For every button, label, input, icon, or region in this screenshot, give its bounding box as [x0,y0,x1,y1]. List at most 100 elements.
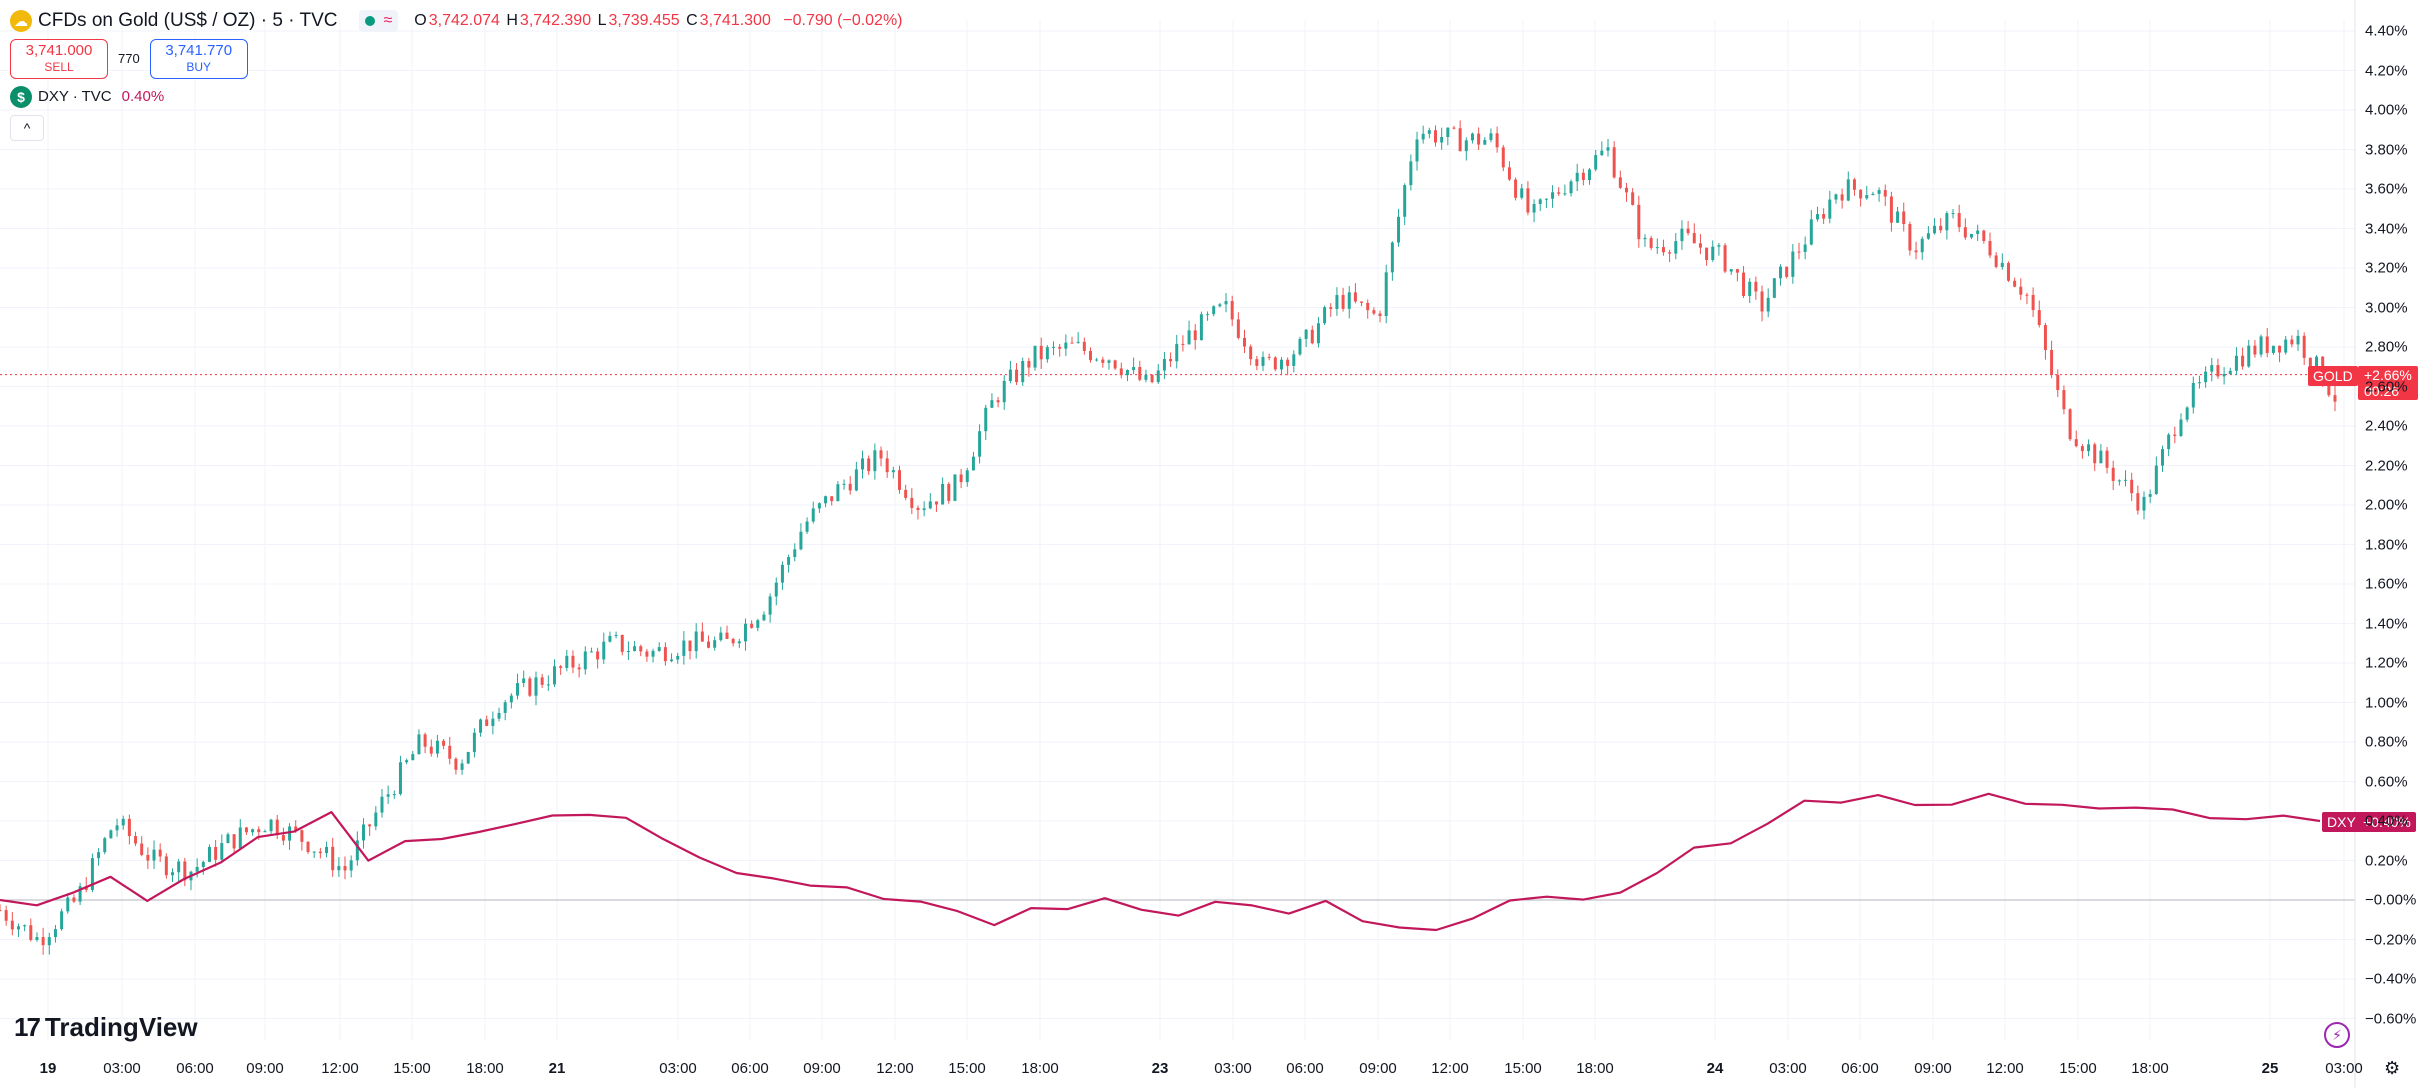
gold-candle [2315,356,2319,369]
gold-candle [1489,133,1493,140]
gold-candle [2006,262,2010,281]
gold-candle [78,886,82,902]
lightning-icon[interactable]: ⚡ [2324,1022,2350,1048]
close-value: 3,741.300 [699,12,771,29]
gold-candle [645,651,649,657]
gold-candle [1902,211,1906,225]
gold-candle [509,695,513,703]
buy-button[interactable]: 3,741.770 BUY [149,39,248,79]
gold-candle [1729,269,1733,272]
trade-panel: 3,741.000 SELL 770 3,741.770 BUY [10,39,905,79]
x-axis-label: 09:00 [1914,1060,1952,1077]
gold-candle [1797,251,1801,253]
gold-candle [491,718,495,726]
gold-candle [2142,496,2146,511]
gold-candle [1353,292,1357,302]
gold-candle [2013,280,2017,287]
x-axis-label: 12:00 [321,1060,359,1077]
gold-candle [349,860,353,871]
gold-candle [1772,278,1776,298]
gold-candle [2130,479,2134,494]
gold-candle [374,812,378,827]
gold-candle [1378,313,1382,317]
gold-candle [134,836,138,844]
gold-candle [1637,204,1641,240]
symbol-title[interactable]: CFDs on Gold (US$ / OZ) · 5 · TVC [38,10,338,31]
gold-candle [448,745,452,759]
market-status-group[interactable]: ≈ [359,10,399,32]
gold-candle [978,431,982,457]
gold-candle [1631,192,1635,205]
gold-candle [152,849,156,861]
gold-candle [793,549,797,558]
logo-text: TradingView [44,1012,198,1042]
gold-candle [719,632,723,641]
gold-candle [1446,127,1450,138]
gold-candle [1483,139,1487,145]
gold-candle [811,508,815,522]
gold-candle [1199,314,1203,341]
gold-candle [251,829,255,833]
sell-button[interactable]: 3,741.000 SELL [10,39,108,79]
gold-candle [164,856,168,876]
gold-candle [1193,330,1197,341]
gold-candle [1212,306,1216,315]
gold-candle [1926,233,1930,239]
gold-candle [331,846,335,871]
compare-symbol-row[interactable]: $ DXY · TVC 0.40% [10,85,905,109]
gold-candle [1064,342,1068,349]
gold-candle [1298,338,1302,355]
gold-candle [398,762,402,795]
gold-candle [2111,467,2115,481]
gold-candle [867,458,871,472]
y-axis-label: −0.40% [2365,970,2417,988]
gold-candle [300,830,304,842]
gold-candle [2000,262,2004,267]
gold-percent: +2.66% [2364,367,2412,383]
gold-candle [1415,139,1419,162]
gold-candle [1206,314,1210,316]
gold-candle [571,655,575,668]
tradingview-logo[interactable]: 17 TradingView [14,1012,198,1043]
gold-candle [10,920,14,930]
tv-logo-icon: 17 [14,1012,41,1042]
gold-candle [1095,359,1099,361]
gold-candle [1889,196,1893,223]
x-axis-label: 03:00 [659,1060,697,1077]
collapse-legend-button[interactable]: ^ [10,115,44,141]
gold-candle [1865,195,1869,199]
gold-candle [694,631,698,652]
gold-candle [1033,345,1037,368]
gold-candle [1132,367,1136,371]
gold-candle [897,470,901,490]
compare-symbol-name: DXY · TVC [38,88,112,105]
gold-candle [589,651,593,653]
y-axis-label: 3.60% [2365,180,2408,198]
gold-candle [269,819,273,832]
gold-candle [368,824,372,827]
gold-candle [620,634,624,652]
gold-candle [1138,367,1142,380]
gold-candle [1754,281,1758,292]
x-axis-label: 03:00 [1214,1060,1252,1077]
gold-candle [1113,360,1117,369]
gold-candle [2259,336,2263,355]
y-axis-label: 4.40% [2365,22,2408,40]
gold-candle [1563,193,1567,195]
gear-icon[interactable]: ⚙ [2384,1058,2401,1078]
gold-candle [263,831,267,833]
gold-candle [1538,199,1542,205]
gold-candle [158,849,162,857]
gold-candle [1748,281,1752,296]
gold-candle [195,866,199,872]
x-axis-label: 03:00 [2325,1060,2363,1077]
y-axis-label: 2.40% [2365,417,2408,435]
x-axis-label: 15:00 [2059,1060,2097,1077]
gold-candle [1643,237,1647,240]
gold-candle [2185,407,2189,420]
gold-candle [2050,349,2054,375]
gold-candle [1896,211,1900,223]
gold-candle [1501,147,1505,168]
gold-candle [552,666,556,685]
